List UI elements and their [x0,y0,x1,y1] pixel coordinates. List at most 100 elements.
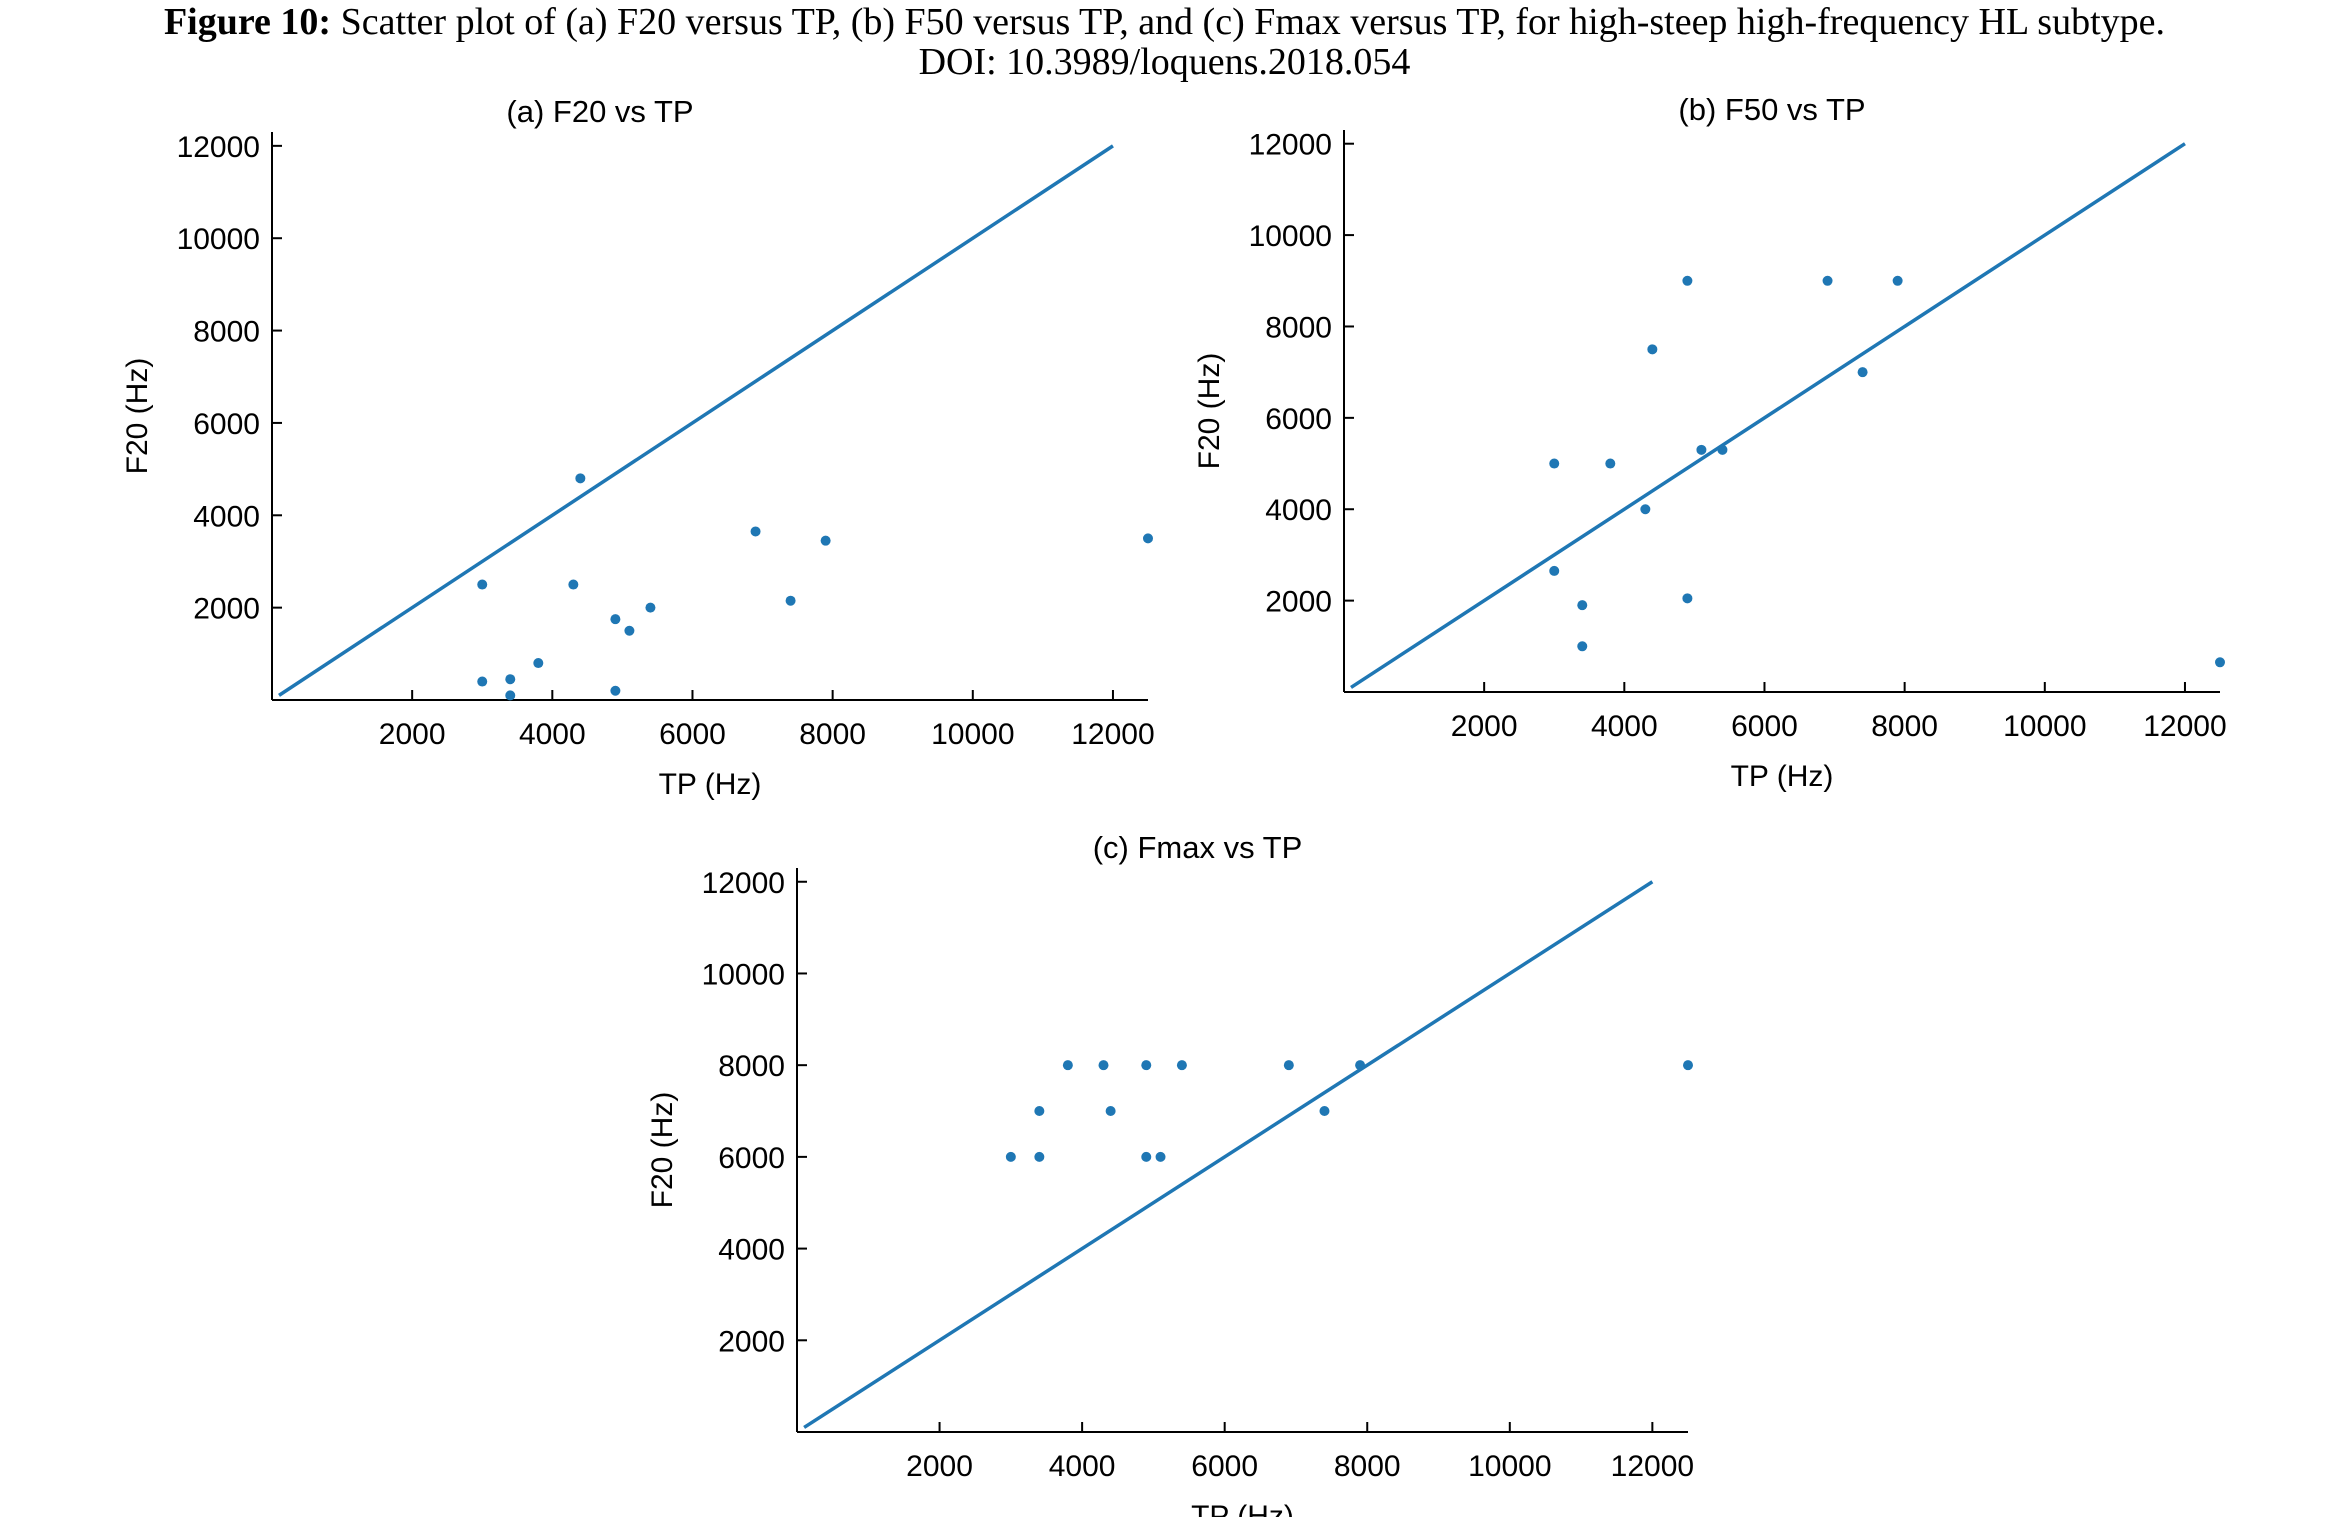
data-point [477,676,488,687]
data-point [610,614,621,625]
data-point [1640,504,1651,515]
data-point [477,579,488,590]
y-tick-label: 4000 [1265,494,1332,527]
x-tick-label: 12000 [1611,1450,1694,1483]
x-tick-label: 2000 [906,1450,973,1483]
x-tick-label: 2000 [1451,710,1518,743]
panel-a: 2000 4000 6000 8000 10000 12000 2000 4000 6000 80… [121,94,1155,801]
data-point [1034,1151,1045,1162]
x-tick-label: 6000 [659,718,726,751]
panel-b: 2000 4000 6000 8000 10000 12000 2000 4000 6000 80… [1193,92,2227,793]
x-tick-label: 10000 [2003,710,2086,743]
data-point [505,690,516,701]
x-tick-label: 4000 [1049,1450,1116,1483]
y-tick-label: 6000 [1265,403,1332,436]
data-point [1319,1106,1330,1117]
panel-title: (c) Fmax vs TP [1093,830,1303,865]
y-tick-label: 2000 [1265,586,1332,619]
y-tick-label: 6000 [193,408,260,441]
x-tick-label: 4000 [1591,710,1658,743]
data-point [1857,367,1868,378]
caption-text: Scatter plot of (a) F20 versus TP, (b) F… [331,1,2166,43]
x-axis-label: TP (Hz) [1191,1500,1294,1517]
x-tick-label: 12000 [2143,710,2226,743]
y-tick-label: 8000 [193,316,260,349]
x-tick-label: 2000 [379,718,446,751]
y-tick-label: 10000 [702,958,785,991]
data-point [645,602,656,613]
data-point [1005,1151,1016,1162]
x-tick-label: 8000 [1871,710,1938,743]
panel-c: 2000 4000 6000 8000 10000 12000 2000 4000 6000 80… [646,830,1694,1517]
y-tick-label: 4000 [193,500,260,533]
data-point [1892,275,1903,286]
reference-line [1350,142,2186,689]
data-point [1549,565,1560,576]
x-tick-label: 10000 [1468,1450,1551,1483]
data-point [1577,641,1588,652]
data-point [568,579,579,590]
data-point [624,625,635,636]
x-tick-label: 6000 [1191,1450,1258,1483]
x-tick-label: 8000 [799,718,866,751]
x-tick-label: 8000 [1334,1450,1401,1483]
data-point [1141,1151,1152,1162]
y-tick-label: 10000 [1249,220,1332,253]
data-point [1696,444,1707,455]
data-point [1034,1106,1045,1117]
panel-title: (b) F50 vs TP [1678,92,1865,127]
data-point [1355,1060,1366,1071]
data-point [1682,593,1693,604]
data-point [1143,533,1153,544]
y-tick-label: 8000 [1265,311,1332,344]
y-tick-label: 10000 [177,223,260,256]
data-point [820,535,831,546]
data-point [575,473,586,484]
panel-title: (a) F20 vs TP [506,94,693,129]
x-tick-label: 10000 [931,718,1014,751]
y-axis-label: F20 (Hz) [1193,353,1226,470]
x-axis-label: TP (Hz) [1731,760,1834,793]
x-tick-label: 6000 [1731,710,1798,743]
data-point [1717,444,1728,455]
y-axis-label: F20 (Hz) [646,1092,679,1209]
data-point [1176,1060,1187,1071]
data-point [785,595,796,606]
data-point [505,674,516,685]
y-tick-label: 12000 [1249,129,1332,162]
y-tick-label: 4000 [718,1234,785,1267]
data-point [1283,1060,1294,1071]
data-point [1822,275,1833,286]
data-point [533,658,544,669]
data-point [2215,657,2225,668]
data-point [1155,1151,1166,1162]
data-point [1105,1106,1116,1117]
caption-label: Figure 10: [163,1,332,43]
y-tick-label: 8000 [718,1050,785,1083]
y-tick-label: 12000 [702,867,785,900]
caption-doi: DOI: 10.3989/loquens.2018.054 [918,41,1411,83]
y-tick-label: 2000 [193,593,260,626]
y-tick-label: 6000 [718,1142,785,1175]
y-axis-label: F20 (Hz) [121,358,154,475]
y-tick-label: 12000 [177,131,260,164]
data-point [1683,1060,1693,1071]
figure-caption: Figure 10: Scatter plot of (a) F20 versu… [0,0,2329,82]
data-point [1605,458,1616,469]
caption-line-1: Figure 10: Scatter plot of (a) F20 versu… [0,2,2329,42]
data-point [1577,600,1588,611]
data-point [750,526,761,537]
x-tick-label: 12000 [1071,718,1154,751]
x-tick-label: 4000 [519,718,586,751]
data-point [1141,1060,1152,1071]
reference-line [278,144,1114,697]
x-axis-label: TP (Hz) [659,768,762,801]
data-point [1062,1060,1073,1071]
y-tick-label: 2000 [718,1325,785,1358]
reference-line [803,880,1654,1429]
data-point [1549,458,1560,469]
data-point [610,685,621,696]
data-point [1098,1060,1109,1071]
data-point [1682,275,1693,286]
